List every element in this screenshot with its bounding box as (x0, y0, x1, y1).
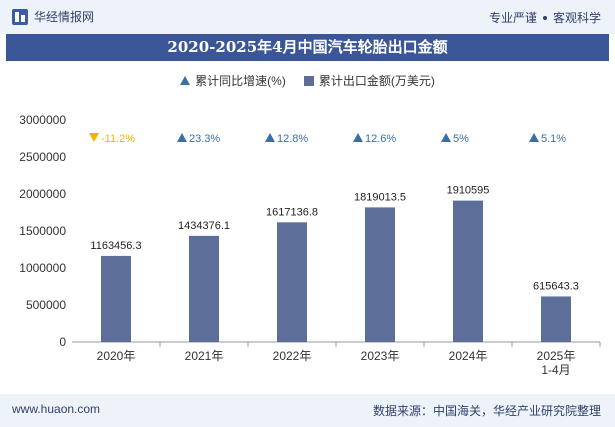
y-tick-label: 2000000 (19, 187, 66, 201)
bar-value-label: 1819013.5 (354, 191, 406, 203)
brand: 华经情报网 (12, 8, 94, 25)
y-tick-label: 1500000 (19, 224, 66, 238)
growth-pct-label: -11.2% (101, 133, 135, 145)
growth-pct-label: 5.1% (541, 133, 566, 145)
top-bar: 华经情报网 专业严谨 客观科学 (0, 0, 615, 34)
growth-up-marker (177, 133, 187, 142)
slogan-right: 客观科学 (552, 11, 601, 25)
bar-swatch-icon (303, 75, 314, 86)
footer: www.huaon.com 数据来源：中国海关，华经产业研究院整理 (0, 394, 615, 427)
bar (453, 200, 483, 342)
y-tick-label: 1000000 (19, 261, 66, 275)
bar-value-label: 1434376.1 (178, 220, 230, 232)
bar-value-label: 615643.3 (533, 280, 579, 292)
bar (101, 255, 131, 342)
bar-value-label: 1163456.3 (90, 240, 141, 252)
bar (365, 207, 395, 342)
growth-down-marker (89, 133, 99, 142)
y-tick-label: 0 (59, 335, 66, 349)
y-tick-label: 500000 (26, 298, 66, 312)
y-tick-label: 2500000 (19, 150, 66, 164)
chart-title: 2020-2025年4月中国汽车轮胎出口金额 (6, 34, 609, 61)
bar (277, 222, 307, 342)
y-tick-label: 3000000 (19, 113, 66, 127)
footer-website[interactable]: www.huaon.com (12, 402, 101, 416)
x-tick-label: 2020年 (97, 349, 136, 363)
x-tick-label: 2022年 (273, 349, 312, 363)
footer-source: 数据来源：中国海关，华经产业研究院整理 (372, 404, 601, 418)
brand-name: 华经情报网 (34, 10, 95, 24)
growth-up-marker (529, 133, 539, 142)
legend: 累计同比增速(%) 累计出口金额(万美元) (0, 72, 615, 89)
bar-chart-icon (12, 8, 28, 25)
growth-pct-label: 23.3% (189, 133, 220, 145)
legend-item-amount: 累计出口金额(万美元) (303, 72, 435, 89)
triangle-up-icon (180, 76, 191, 85)
x-tick-label: 1-4月 (541, 363, 570, 377)
x-tick-label: 2025年 (537, 349, 576, 363)
chart-canvas: 0 500000 1000000 1500000 2000000 2500000 30000… (19, 113, 601, 377)
x-tick-label: 2023年 (361, 349, 400, 363)
bar (541, 296, 571, 342)
legend-amount-label: 累计出口金额(万美元) (318, 74, 435, 88)
growth-up-marker (441, 133, 451, 142)
growth-up-marker (353, 133, 363, 142)
growth-pct-label: 5% (453, 133, 469, 145)
dot-icon (542, 15, 547, 20)
growth-pct-label: 12.8% (277, 133, 308, 145)
legend-growth-label: 累计同比增速(%) (195, 74, 286, 88)
growth-pct-label: 12.6% (365, 133, 396, 145)
bar (189, 235, 219, 342)
legend-item-growth: 累计同比增速(%) (180, 72, 286, 89)
x-tick-label: 2021年 (185, 349, 224, 363)
bar-value-label: 1617136.8 (266, 206, 318, 218)
growth-up-marker (265, 133, 275, 142)
x-tick-label: 2024年 (449, 349, 488, 363)
slogan-left: 专业严谨 (488, 11, 537, 25)
slogan: 专业严谨 客观科学 (489, 9, 601, 26)
bar-value-label: 1910595 (447, 185, 490, 197)
